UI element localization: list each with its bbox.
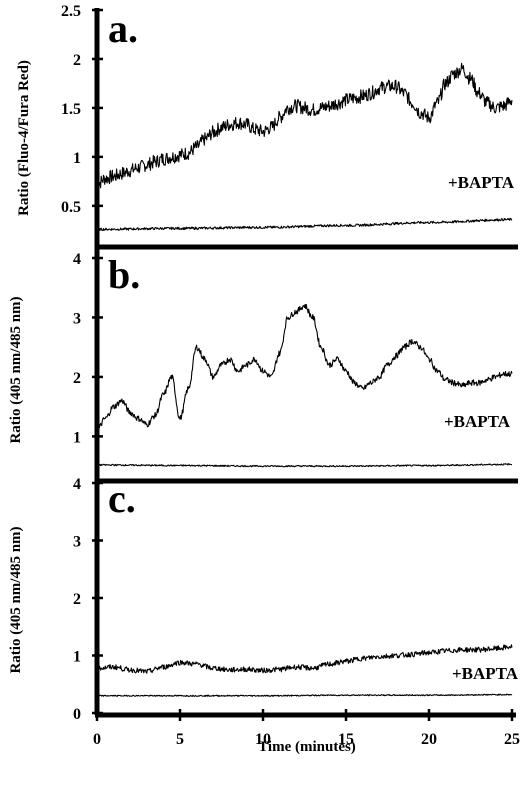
x-tick-label: 20 — [421, 731, 437, 748]
y-axis-title: Ratio (405 nm/485 nm) — [8, 296, 24, 443]
y-tick-label: 2 — [73, 52, 81, 69]
x-ticks: 0 5 10 15 20 25 — [93, 709, 520, 748]
y-axis-title: Ratio (Fluo-4/Fura Red) — [16, 60, 32, 216]
bapta-trace — [96, 693, 513, 697]
y-tick-label: 4 — [73, 251, 81, 268]
panel-b: Ratio (405 nm/485 nm) b. +BAPTA 1 2 3 4 — [8, 247, 518, 484]
y-ticks: 0 1 2 3 4 — [73, 476, 103, 723]
x-tick-label: 15 — [338, 731, 354, 748]
bapta-trace — [96, 217, 513, 232]
y-tick-label: 1.5 — [61, 101, 81, 118]
ratio-trace — [96, 62, 513, 190]
ratio-trace — [96, 303, 513, 434]
bapta-label: +BAPTA — [444, 412, 511, 431]
bapta-trace — [96, 463, 513, 468]
panel-label: b. — [108, 252, 140, 297]
y-tick-label: 3 — [73, 310, 81, 327]
x-tick-label: 5 — [176, 731, 184, 748]
x-tick-label: 10 — [255, 731, 271, 748]
y-tick-label: 2 — [73, 591, 81, 608]
y-tick-label: 3 — [73, 534, 81, 551]
x-axis-title: Time (minutes) — [258, 739, 356, 755]
x-tick-label: 25 — [504, 731, 520, 748]
y-tick-label: 2 — [73, 370, 81, 387]
y-tick-label: 4 — [73, 476, 81, 493]
y-tick-label: 0 — [73, 706, 81, 723]
y-axis-title: Ratio (405 nm/485 nm) — [8, 526, 24, 673]
bapta-label: +BAPTA — [452, 664, 519, 683]
y-tick-label: 1 — [73, 429, 81, 446]
y-tick-label: 1 — [73, 649, 81, 666]
y-ticks: 0.5 1 1.5 2 2.5 — [61, 3, 103, 216]
traces — [96, 644, 513, 697]
panel-c: Ratio (405 nm/485 nm) c. +BAPTA 0 1 2 3 4 0 5… — [8, 476, 520, 755]
traces — [96, 303, 513, 468]
y-ticks: 1 2 3 4 — [73, 251, 103, 446]
traces — [96, 62, 513, 232]
x-tick-label: 0 — [93, 731, 101, 748]
ratio-trace — [96, 644, 513, 674]
bapta-label: +BAPTA — [448, 173, 515, 192]
panel-label: c. — [108, 476, 136, 521]
y-tick-label: 2.5 — [61, 3, 81, 20]
panel-a: Ratio (Fluo-4/Fura Red) a. +BAPTA 0.5 1 1.… — [16, 3, 518, 250]
y-tick-label: 1 — [73, 150, 81, 167]
panel-label: a. — [108, 6, 138, 51]
y-tick-label: 0.5 — [61, 199, 81, 216]
